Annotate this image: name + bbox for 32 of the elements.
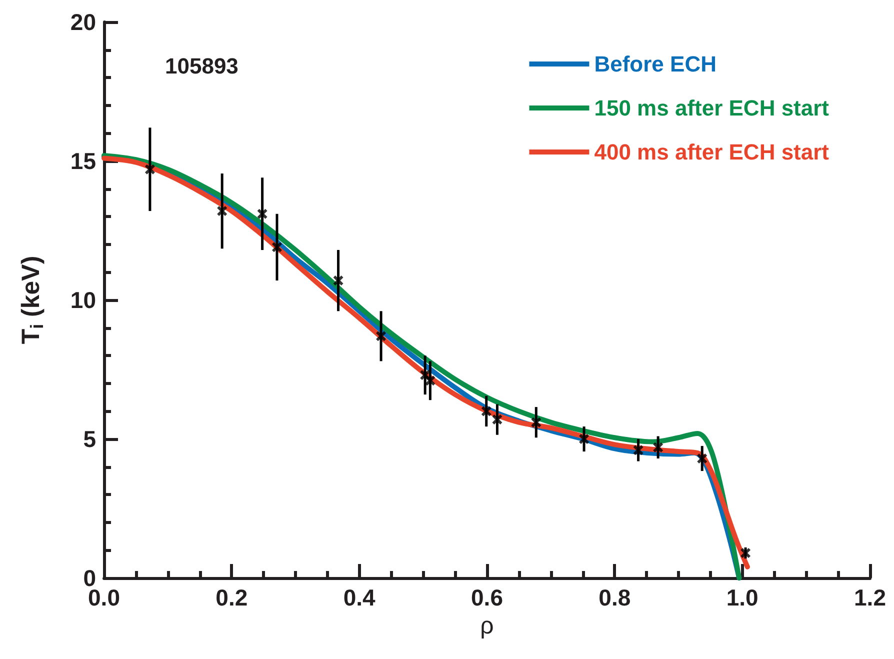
point [481, 406, 492, 416]
point [217, 206, 228, 216]
point [272, 242, 282, 252]
point [333, 276, 344, 286]
x-axis-title: ρ [480, 612, 494, 640]
y-axis-title: Ti (keV) [17, 256, 47, 344]
point [257, 208, 268, 219]
point [531, 417, 542, 428]
point [425, 376, 436, 386]
x-tick-label: 0.2 [216, 584, 248, 610]
legend-label: Before ECH [594, 52, 716, 76]
x-tick-label: 0.8 [598, 584, 631, 610]
y-tick-label: 0 [83, 565, 96, 591]
point [376, 331, 386, 342]
x-tick-label: 1.0 [726, 584, 758, 610]
x-tick-label: 1.2 [854, 584, 886, 610]
legend-label: 150 ms after ECH start [594, 96, 830, 120]
y-tick-label: 10 [70, 287, 96, 313]
point [492, 414, 502, 425]
point [144, 164, 155, 174]
y-tick-label: 15 [70, 148, 96, 174]
point [579, 434, 590, 444]
y-tick-label: 20 [70, 9, 96, 35]
legend-label: 400 ms after ECH start [594, 140, 830, 164]
point [740, 548, 751, 558]
point [633, 445, 644, 456]
y-tick-label: 5 [83, 426, 96, 452]
annotation: 105893 [165, 54, 238, 78]
point [697, 453, 708, 464]
x-tick-label: 0.6 [471, 584, 503, 610]
point [653, 442, 664, 452]
x-tick-label: 0.4 [343, 584, 376, 610]
